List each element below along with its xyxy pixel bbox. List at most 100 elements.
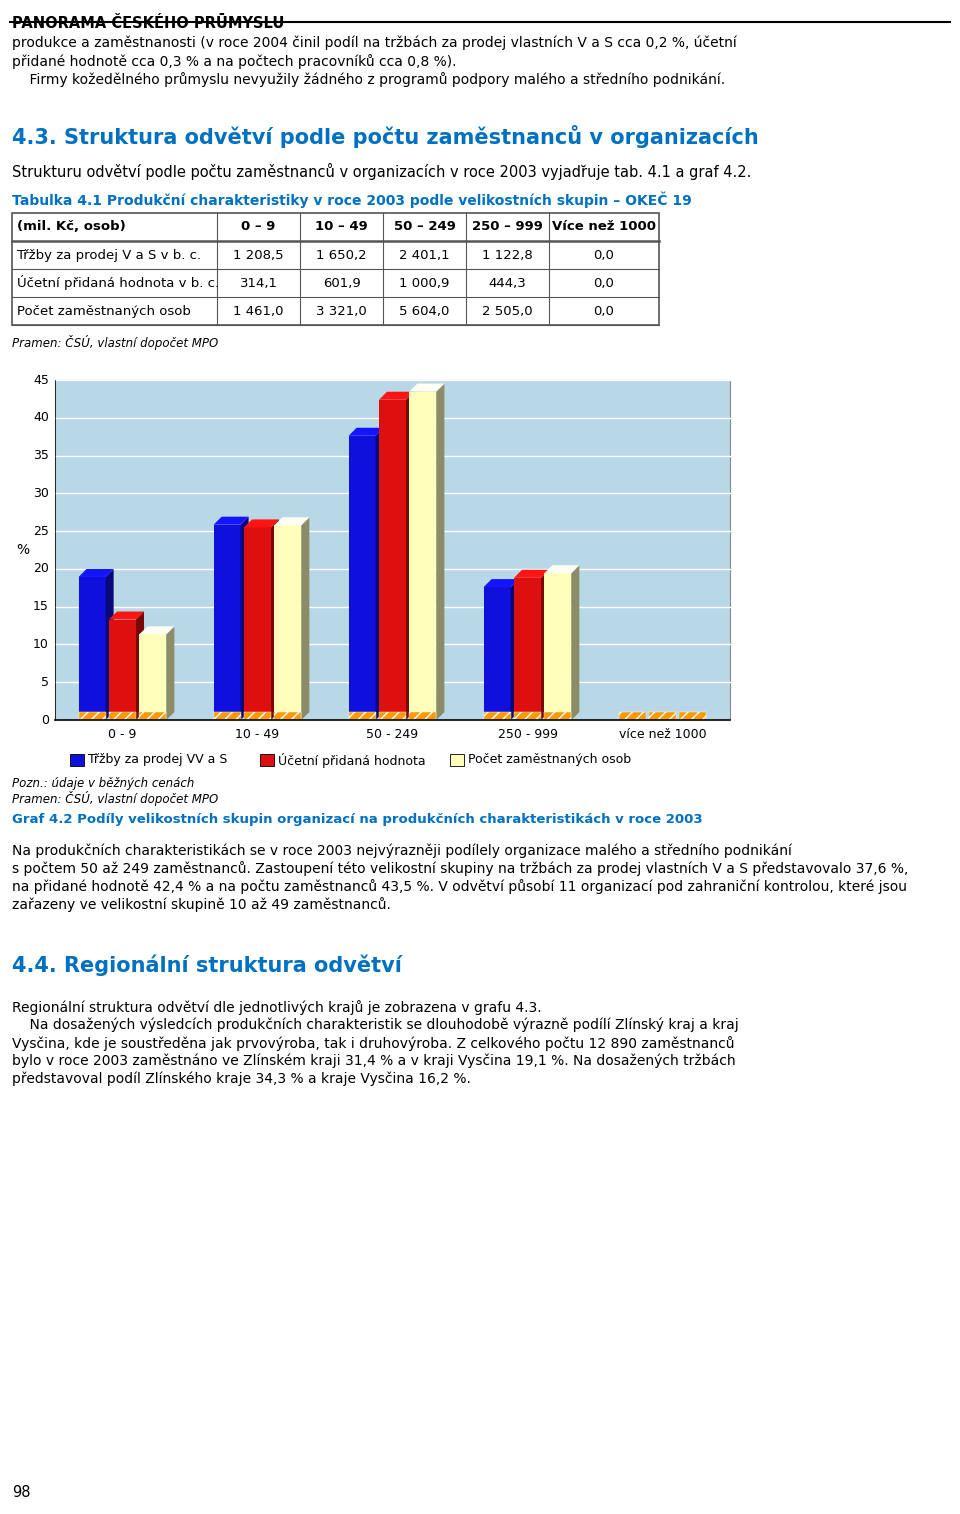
Text: Počet zaměstnaných osob: Počet zaměstnaných osob [17,304,191,318]
Polygon shape [109,612,144,619]
Text: Počet zaměstnaných osob: Počet zaměstnaných osob [468,754,631,766]
Text: 1 122,8: 1 122,8 [482,248,533,262]
Text: 250 – 999: 250 – 999 [472,221,543,233]
Text: 601,9: 601,9 [323,277,360,289]
Text: s počtem 50 až 249 zaměstnanců. Zastoupení této velikostní skupiny na tržbách za: s počtem 50 až 249 zaměstnanců. Zastoupe… [12,861,908,877]
Text: 0,0: 0,0 [593,248,614,262]
Polygon shape [484,578,518,587]
Text: Třžby za prodej VV a S: Třžby za prodej VV a S [88,754,228,766]
Polygon shape [244,519,279,527]
Text: bylo v roce 2003 zaměstnáno ve Zlínském kraji 31,4 % a v kraji Vysčina 19,1 %. N: bylo v roce 2003 zaměstnáno ve Zlínském … [12,1054,735,1069]
Text: 0,0: 0,0 [593,304,614,318]
Polygon shape [136,612,144,721]
Text: 50 – 249: 50 – 249 [394,221,455,233]
Text: Tabulka 4.1 Produkční charakteristiky v roce 2003 podle velikostních skupin – OK: Tabulka 4.1 Produkční charakteristiky v … [12,191,692,207]
Text: Třžby za prodej V a S v b. c.: Třžby za prodej V a S v b. c. [17,248,202,262]
Bar [109,619,136,721]
Polygon shape [241,516,249,721]
Bar [544,713,571,721]
Text: Na dosažených výsledcích produkčních charakteristik se dlouhodobě výrazně podílí: Na dosažených výsledcích produkčních cha… [12,1017,739,1033]
Bar [79,577,106,721]
Polygon shape [301,518,309,721]
Polygon shape [106,569,113,721]
Text: na přidané hodnotě 42,4 % a na počtu zaměstnanců 43,5 %. V odvětví působí 11 org: na přidané hodnotě 42,4 % a na počtu zam… [12,880,907,893]
Bar [618,713,646,721]
Text: 50 - 249: 50 - 249 [367,728,419,740]
Bar [55,380,730,721]
Bar [244,713,271,721]
Text: 2 401,1: 2 401,1 [399,248,450,262]
Text: 444,3: 444,3 [489,277,526,289]
Bar [139,713,166,721]
Text: 0 – 9: 0 – 9 [241,221,276,233]
Bar [514,713,541,721]
Polygon shape [214,516,249,525]
Text: 5: 5 [41,675,49,689]
Bar [409,392,437,721]
Text: 5 604,0: 5 604,0 [399,304,449,318]
Polygon shape [544,565,580,574]
Text: 1 650,2: 1 650,2 [316,248,367,262]
Bar [275,525,301,721]
Bar [680,713,707,721]
Text: 10 - 49: 10 - 49 [235,728,279,740]
Polygon shape [379,392,414,400]
Bar [450,754,464,766]
Text: Pramen: ČSÚ, vlastní dopočet MPO: Pramen: ČSÚ, vlastní dopočet MPO [12,335,218,350]
Bar [109,713,136,721]
Text: 4.3. Struktura odvětví podle počtu zaměstnanců v organizacích: 4.3. Struktura odvětví podle počtu zaměs… [12,126,758,148]
Bar [514,578,541,721]
Bar [348,713,375,721]
Text: 15: 15 [34,600,49,613]
Text: Vysčina, kde je soustředěna jak prvovýroba, tak i druhovýroba. Z celkového počtu: Vysčina, kde je soustředěna jak prvovýro… [12,1036,734,1051]
Text: Strukturu odvětví podle počtu zaměstnanců v organizacích v roce 2003 vyjadr̆uje : Strukturu odvětví podle počtu zaměstnanc… [12,164,752,180]
Bar [348,436,375,721]
Bar [12,213,659,326]
Polygon shape [514,569,549,578]
Text: 35: 35 [34,450,49,462]
Polygon shape [511,578,518,721]
Text: Firmy kožedělného průmyslu nevyužily žádného z programů podpory malého a střední: Firmy kožedělného průmyslu nevyužily žád… [12,73,725,86]
Bar [214,713,241,721]
Bar [79,713,106,721]
Bar [70,754,84,766]
Text: 1 461,0: 1 461,0 [233,304,284,318]
Bar [484,587,511,721]
Bar [275,713,301,721]
Text: 3 321,0: 3 321,0 [316,304,367,318]
Bar [484,713,511,721]
Text: 0,0: 0,0 [593,277,614,289]
Text: 30: 30 [34,488,49,500]
Bar [260,754,274,766]
Bar [214,525,241,721]
Text: více než 1000: více než 1000 [618,728,707,740]
Text: 40: 40 [34,412,49,424]
Bar [544,574,571,721]
Text: zařazeny ve velikostní skupině 10 až 49 zaměstnanců.: zařazeny ve velikostní skupině 10 až 49 … [12,896,391,911]
Polygon shape [79,569,113,577]
Bar [379,400,406,721]
Bar [139,634,166,721]
Polygon shape [437,383,444,721]
Bar [649,713,676,721]
Polygon shape [541,569,549,721]
Polygon shape [271,519,279,721]
Text: 314,1: 314,1 [239,277,277,289]
Bar [409,713,437,721]
Text: Účetní přidaná hodnota: Účetní přidaná hodnota [278,752,425,768]
Text: %: % [16,544,30,557]
Text: Více než 1000: Více než 1000 [552,221,656,233]
Polygon shape [348,428,384,436]
Text: Regionální struktura odvětví dle jednotlivých krajů je zobrazena v grafu 4.3.: Regionální struktura odvětví dle jednotl… [12,1001,541,1014]
Polygon shape [375,428,384,721]
Text: Na produkčních charakteristikách se v roce 2003 nejvýrazněji podílely organizace: Na produkčních charakteristikách se v ro… [12,843,792,857]
Text: 10: 10 [34,637,49,651]
Text: 2 505,0: 2 505,0 [482,304,533,318]
Text: 1 000,9: 1 000,9 [399,277,449,289]
Polygon shape [406,392,414,721]
Bar [244,527,271,721]
Text: 98: 98 [12,1485,31,1500]
Text: 0 - 9: 0 - 9 [108,728,136,740]
Text: 45: 45 [34,374,49,386]
Text: Graf 4.2 Podíly velikostních skupin organizací na produkčních charakteristikách : Graf 4.2 Podíly velikostních skupin orga… [12,813,703,827]
